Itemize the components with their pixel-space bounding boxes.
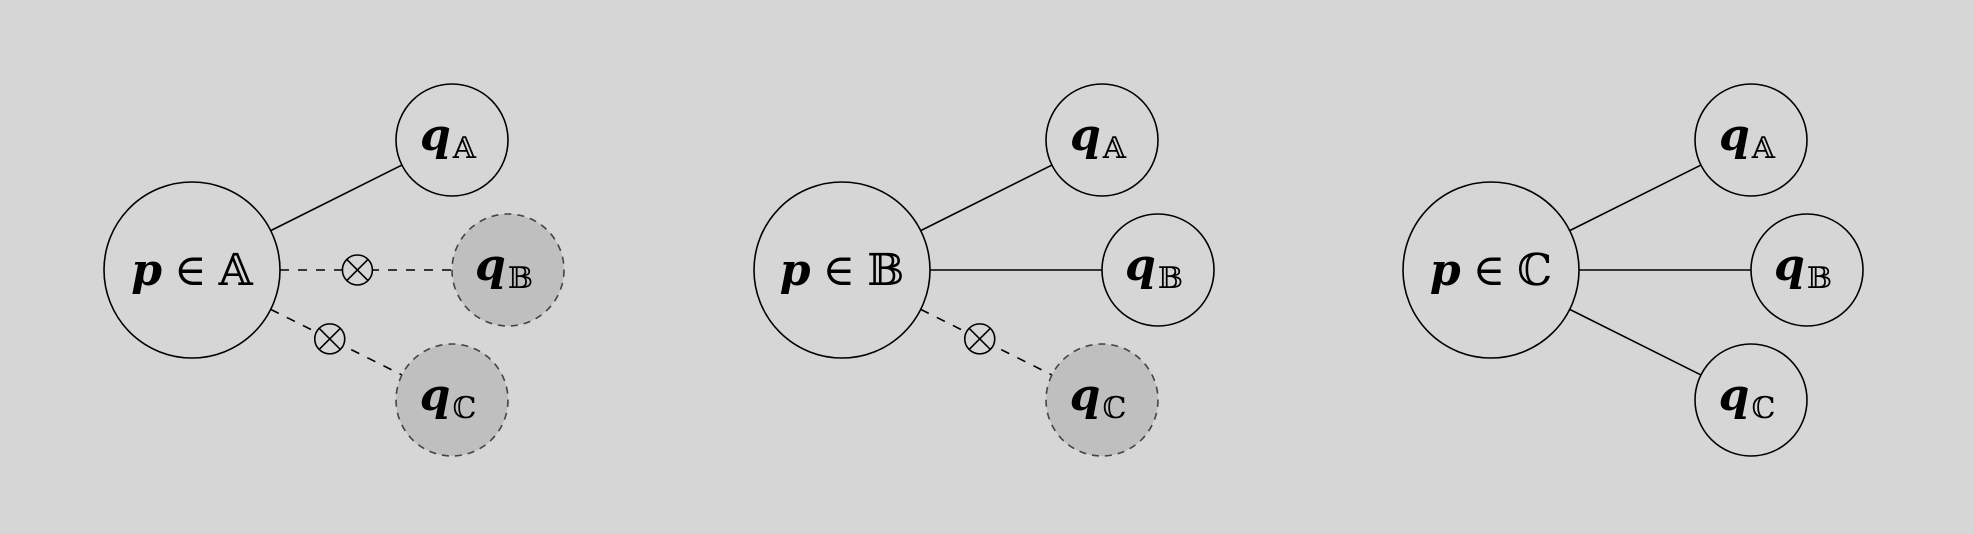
target-subscript: ℂ: [1102, 391, 1126, 426]
target-var: q: [420, 110, 451, 161]
source-label: p ∈ 𝔸: [131, 245, 253, 296]
source-label: p ∈ ℂ: [1430, 245, 1552, 296]
target-node: q𝔸: [395, 83, 509, 197]
target-var: q: [420, 370, 451, 421]
target-label: qℂ: [1719, 370, 1776, 426]
target-var: q: [1719, 110, 1750, 161]
target-label: q𝔸: [1070, 110, 1127, 166]
target-label: q𝔹: [1774, 240, 1832, 296]
source-set: 𝔸: [218, 245, 254, 296]
edge-connected: [920, 164, 1053, 232]
target-subscript: ℂ: [452, 391, 476, 426]
target-var: q: [475, 240, 506, 291]
target-label: q𝔸: [1719, 110, 1776, 166]
source-relation: ∈: [174, 245, 207, 296]
target-label: qℂ: [420, 370, 477, 426]
target-var: q: [1070, 370, 1101, 421]
target-node-blocked: qℂ: [1045, 343, 1159, 457]
target-node: q𝔹: [1750, 213, 1864, 327]
target-var: q: [1070, 110, 1101, 161]
source-relation: ∈: [1473, 245, 1506, 296]
target-subscript: ℂ: [1751, 391, 1775, 426]
source-var: p: [780, 245, 811, 296]
source-label: p ∈ 𝔹: [780, 245, 905, 296]
edge-connected: [1569, 308, 1702, 376]
target-label: q𝔹: [1125, 240, 1183, 296]
target-subscript: 𝔹: [1807, 261, 1832, 296]
blocked-marker-icon: [341, 254, 374, 286]
target-node: q𝔹: [1101, 213, 1215, 327]
blocked-marker-icon: [963, 323, 996, 355]
target-label: q𝔹: [475, 240, 533, 296]
target-subscript: 𝔸: [452, 131, 477, 166]
source-var: p: [131, 245, 162, 296]
target-node: q𝔸: [1694, 83, 1808, 197]
target-label: qℂ: [1070, 370, 1127, 426]
target-node-blocked: q𝔹: [451, 213, 565, 327]
target-var: q: [1719, 370, 1750, 421]
source-node: p ∈ 𝔸: [103, 181, 281, 359]
target-var: q: [1774, 240, 1805, 291]
target-var: q: [1125, 240, 1156, 291]
edge-connected: [270, 164, 403, 232]
target-node: q𝔸: [1045, 83, 1159, 197]
target-node-blocked: qℂ: [395, 343, 509, 457]
blocked-marker-icon: [313, 323, 346, 355]
target-node: qℂ: [1694, 343, 1808, 457]
source-set: ℂ: [1517, 245, 1552, 296]
source-node: p ∈ ℂ: [1402, 181, 1580, 359]
source-var: p: [1430, 245, 1461, 296]
edge-connected: [1569, 164, 1702, 232]
source-node: p ∈ 𝔹: [753, 181, 931, 359]
target-subscript: 𝔹: [508, 261, 533, 296]
target-subscript: 𝔸: [1102, 131, 1127, 166]
source-set: 𝔹: [867, 245, 904, 296]
source-relation: ∈: [822, 245, 855, 296]
target-subscript: 𝔸: [1751, 131, 1776, 166]
target-label: q𝔸: [420, 110, 477, 166]
target-subscript: 𝔹: [1158, 261, 1183, 296]
